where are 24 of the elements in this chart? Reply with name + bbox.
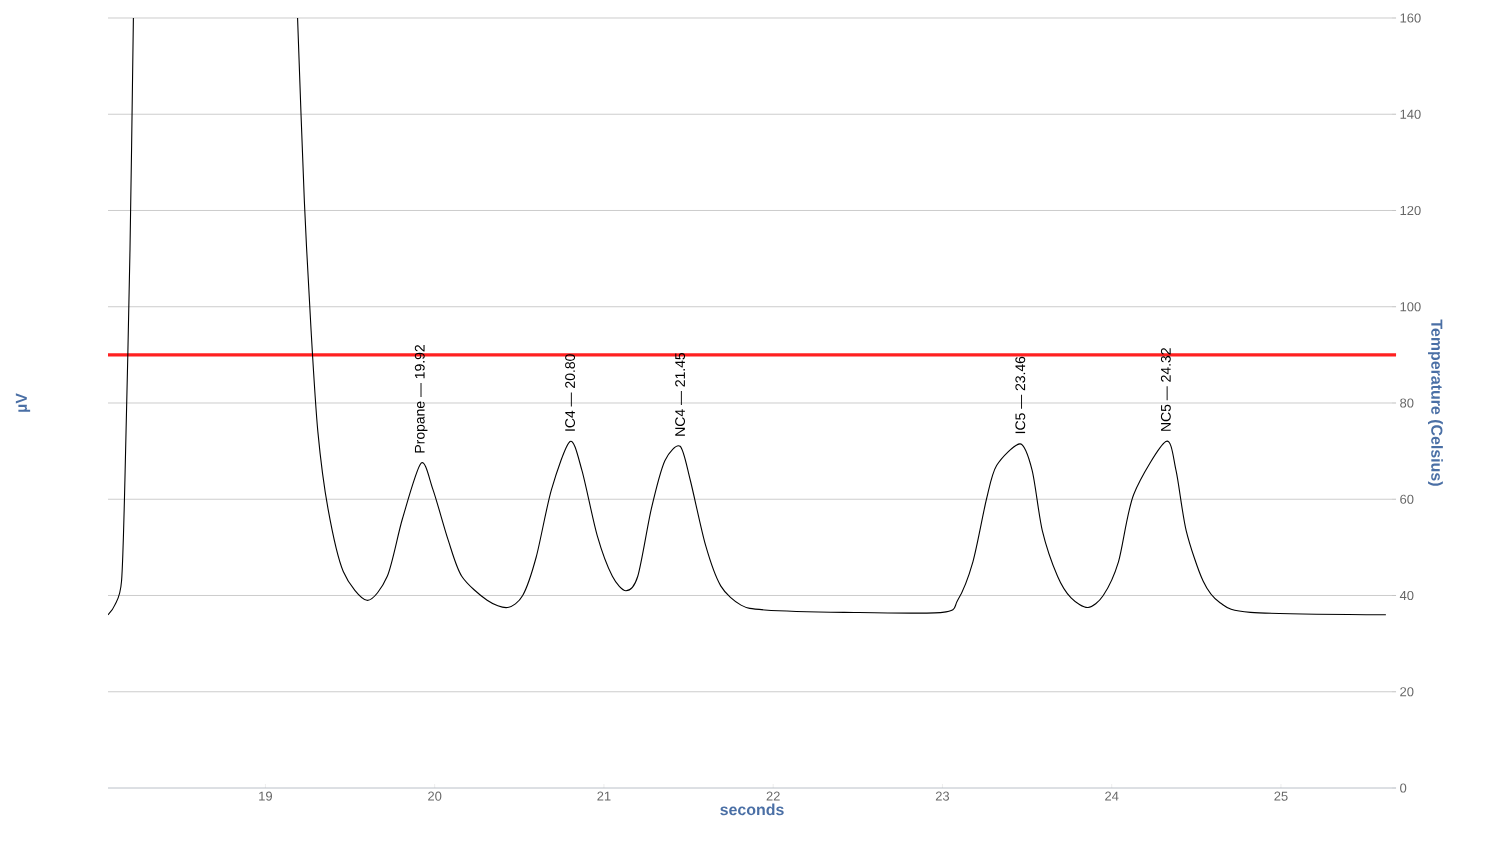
y2-tick-label: 80 — [1400, 398, 1414, 408]
x-tick-label: 22 — [766, 791, 780, 801]
y2-tick-label: 0 — [1400, 783, 1407, 793]
y2-tick-label: 60 — [1400, 494, 1414, 504]
x-tick-label: 20 — [428, 791, 442, 801]
y2-axis-title: Temperature (Celsius) — [1428, 319, 1443, 486]
y2-tick-label: 120 — [1400, 205, 1421, 216]
y2-tick-label: 160 — [1400, 13, 1421, 23]
x-tick-label: 21 — [597, 791, 611, 801]
y2-tick-label: 20 — [1400, 687, 1414, 697]
annotation: NC5 — 24.32 — [1160, 348, 1171, 431]
x-tick-label: 19 — [259, 791, 272, 801]
annotation: IC4 — 20.80 — [565, 354, 576, 431]
y2-tick-label: 40 — [1399, 590, 1414, 601]
x-axis-title: seconds — [720, 803, 784, 816]
x-tick-label: 23 — [935, 791, 950, 801]
x-tick-label: 25 — [1274, 791, 1288, 801]
annotation: NC4 — 21.45 — [675, 352, 686, 436]
y2-tick-label: 140 — [1400, 109, 1421, 119]
annotation: Propane — 19.92 — [414, 345, 428, 453]
y-axis-title: µV — [15, 393, 31, 412]
y2-tick-label: 100 — [1400, 302, 1421, 312]
annotation: IC5 — 23.46 — [1015, 356, 1026, 434]
x-tick-label: 24 — [1105, 791, 1119, 801]
